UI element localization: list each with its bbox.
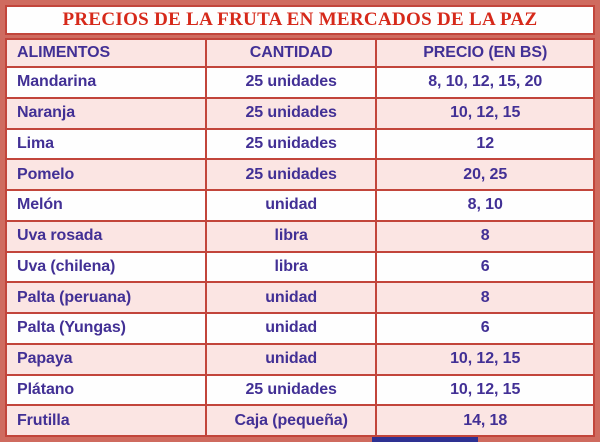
cell-cantidad: libra bbox=[204, 250, 378, 284]
cell-precio: 10, 12, 15 bbox=[375, 373, 595, 407]
table-row: Naranja 25 unidades 10, 12, 15 bbox=[5, 96, 595, 130]
cell-cantidad: 25 unidades bbox=[204, 96, 378, 130]
column-header-cantidad: CANTIDAD bbox=[204, 38, 378, 68]
table-row: Mandarina 25 unidades 8, 10, 12, 15, 20 bbox=[5, 66, 595, 99]
cell-precio: 14, 18 bbox=[375, 404, 595, 437]
cell-alimento: Palta (peruana) bbox=[5, 281, 207, 314]
cell-cantidad: 25 unidades bbox=[204, 373, 378, 407]
table-row: Papaya unidad 10, 12, 15 bbox=[5, 342, 595, 376]
title-bar: PRECIOS DE LA FRUTA EN MERCADOS DE LA PA… bbox=[5, 5, 595, 35]
table-row: Palta (peruana) unidad 8 bbox=[5, 281, 595, 314]
cell-alimento: Uva (chilena) bbox=[5, 250, 207, 284]
cell-cantidad: unidad bbox=[204, 312, 378, 345]
cell-alimento: Plátano bbox=[5, 373, 207, 407]
cell-cantidad: 25 unidades bbox=[204, 158, 378, 191]
table-row: Palta (Yungas) unidad 6 bbox=[5, 312, 595, 345]
cell-cantidad: unidad bbox=[204, 281, 378, 314]
cell-precio: 8 bbox=[375, 281, 595, 314]
prices-table: ALIMENTOS CANTIDAD PRECIO (EN BS) Mandar… bbox=[5, 38, 595, 437]
cell-alimento: Palta (Yungas) bbox=[5, 312, 207, 345]
cell-alimento: Papaya bbox=[5, 342, 207, 376]
cell-alimento: Naranja bbox=[5, 96, 207, 130]
cell-alimento: Uva rosada bbox=[5, 219, 207, 253]
cell-precio: 10, 12, 15 bbox=[375, 342, 595, 376]
cell-precio: 20, 25 bbox=[375, 158, 595, 191]
table-header: ALIMENTOS CANTIDAD PRECIO (EN BS) bbox=[5, 38, 595, 68]
cell-alimento: Mandarina bbox=[5, 66, 207, 99]
cell-cantidad: 25 unidades bbox=[204, 66, 378, 99]
cell-cantidad: unidad bbox=[204, 189, 378, 222]
table-row: Uva rosada libra 8 bbox=[5, 219, 595, 253]
table-row: Plátano 25 unidades 10, 12, 15 bbox=[5, 373, 595, 407]
cell-alimento: Pomelo bbox=[5, 158, 207, 191]
cell-alimento: Lima bbox=[5, 127, 207, 161]
cell-alimento: Frutilla bbox=[5, 404, 207, 437]
cell-cantidad: Caja (pequeña) bbox=[204, 404, 378, 437]
table-row: Uva (chilena) libra 6 bbox=[5, 250, 595, 284]
table-body: Mandarina 25 unidades 8, 10, 12, 15, 20 … bbox=[5, 66, 595, 437]
column-header-alimentos: ALIMENTOS bbox=[5, 38, 207, 68]
table-row: Melón unidad 8, 10 bbox=[5, 189, 595, 222]
header-row: ALIMENTOS CANTIDAD PRECIO (EN BS) bbox=[5, 38, 595, 68]
cell-precio: 10, 12, 15 bbox=[375, 96, 595, 130]
cell-precio: 12 bbox=[375, 127, 595, 161]
table-row: Lima 25 unidades 12 bbox=[5, 127, 595, 161]
cell-precio: 8 bbox=[375, 219, 595, 253]
horizontal-scrollbar-thumb[interactable] bbox=[372, 437, 478, 442]
page-title: PRECIOS DE LA FRUTA EN MERCADOS DE LA PA… bbox=[62, 9, 538, 30]
cell-precio: 8, 10 bbox=[375, 189, 595, 222]
cell-precio: 6 bbox=[375, 250, 595, 284]
column-header-precio: PRECIO (EN BS) bbox=[375, 38, 595, 68]
cell-precio: 6 bbox=[375, 312, 595, 345]
cell-alimento: Melón bbox=[5, 189, 207, 222]
cell-cantidad: libra bbox=[204, 219, 378, 253]
table-row: Frutilla Caja (pequeña) 14, 18 bbox=[5, 404, 595, 437]
cell-cantidad: unidad bbox=[204, 342, 378, 376]
cell-precio: 8, 10, 12, 15, 20 bbox=[375, 66, 595, 99]
cell-cantidad: 25 unidades bbox=[204, 127, 378, 161]
table-row: Pomelo 25 unidades 20, 25 bbox=[5, 158, 595, 191]
